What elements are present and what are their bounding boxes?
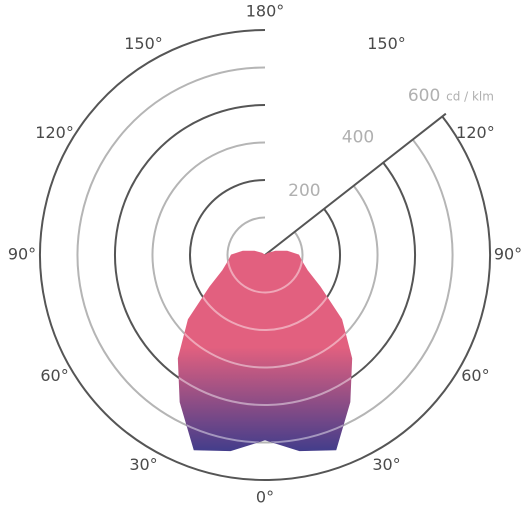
grid-ring-overlay: [178, 251, 352, 369]
angle-tick-label: 90°: [8, 245, 36, 264]
label-bg: [282, 180, 327, 203]
angle-tick-label: 150°: [124, 34, 163, 53]
r-tick-label: 200: [288, 181, 320, 201]
angle-tick-label: 180°: [246, 2, 285, 21]
label-bg: [336, 126, 381, 149]
intensity-curve: [177, 250, 266, 452]
angle-tick-label: 120°: [35, 123, 74, 142]
grid-ring: [39, 29, 491, 481]
angle-tick-label: 60°: [461, 366, 489, 385]
angle-tick-label: 30°: [372, 455, 400, 474]
angle-tick-label: 0°: [256, 488, 274, 507]
label-bg: [444, 86, 513, 105]
intensity-curve: [264, 250, 353, 452]
r-tick-label: 400: [342, 127, 374, 147]
angle-tick-label: 60°: [40, 366, 68, 385]
grid-ring-overlay: [178, 251, 352, 406]
cut-line: [264, 112, 447, 256]
angle-tick-label: 30°: [129, 455, 157, 474]
angle-tick-label: 120°: [456, 123, 495, 142]
angle-tick-label: 90°: [494, 245, 522, 264]
grid-ring: [76, 66, 454, 444]
label-bg: [402, 84, 447, 107]
angle-tick-label: 150°: [367, 34, 406, 53]
r-unit: cd / klm: [446, 89, 494, 103]
r-tick-label: 600: [408, 86, 440, 106]
